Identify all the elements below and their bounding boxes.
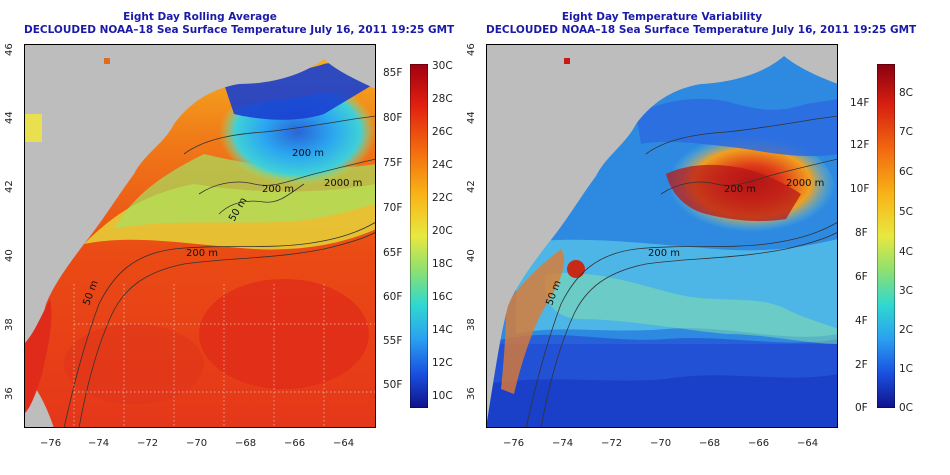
right-colorbar-c-label: 4C (899, 246, 914, 258)
right-y-tick: 44 (466, 111, 477, 124)
left-colorbar-f-label: 75F (383, 157, 403, 169)
right-colorbar-f-label: 10F (850, 183, 870, 195)
left-colorbar-c-label: 20C (432, 225, 453, 237)
left-x-tick: −72 (137, 438, 159, 449)
contour-label: 200 m (262, 184, 294, 195)
left-y-tick: 44 (4, 111, 15, 124)
right-colorbar-c-label: 2C (899, 324, 914, 336)
right-x-tick: −74 (552, 438, 574, 449)
right-colorbar-f-label: 0F (855, 402, 868, 414)
left-colorbar-f-label: 70F (383, 202, 403, 214)
left-colorbar-c-label: 22C (432, 192, 453, 204)
right-x-tick: −70 (650, 438, 672, 449)
left-colorbar-c-label: 24C (432, 159, 453, 171)
right-x-tick: −66 (748, 438, 770, 449)
right-colorbar-f-label: 12F (850, 139, 870, 151)
left-x-tick: −64 (333, 438, 355, 449)
right-y-tick: 38 (466, 318, 477, 331)
left-colorbar-c-label: 30C (432, 60, 453, 72)
left-colorbar-f-label: 85F (383, 67, 403, 79)
left-colorbar-c-label: 16C (432, 291, 453, 303)
left-colorbar-f-label: 80F (383, 112, 403, 124)
contour-label: 200 m (724, 184, 756, 195)
left-colorbar (410, 64, 428, 408)
right-colorbar-f-label: 2F (855, 359, 868, 371)
right-x-tick: −76 (503, 438, 525, 449)
right-colorbar-c-label: 5C (899, 206, 914, 218)
contour-label: 200 m (186, 248, 218, 259)
left-colorbar-f-label: 65F (383, 247, 403, 259)
right-colorbar (877, 64, 895, 408)
left-colorbar-c-label: 18C (432, 258, 453, 270)
right-y-tick: 42 (466, 180, 477, 193)
left-y-tick: 42 (4, 180, 15, 193)
left-x-tick: −70 (186, 438, 208, 449)
right-y-tick: 40 (466, 249, 477, 262)
left-colorbar-c-label: 28C (432, 93, 453, 105)
left-colorbar-f-label: 55F (383, 335, 403, 347)
left-map-title: Eight Day Rolling Average (123, 11, 277, 23)
right-colorbar-c-label: 7C (899, 126, 914, 138)
right-x-tick: −72 (601, 438, 623, 449)
right-y-tick: 36 (466, 387, 477, 400)
left-colorbar-c-label: 26C (432, 126, 453, 138)
contour-label: 200 m (292, 148, 324, 159)
right-variability-map: 50 m 200 m 2000 m 200 m (486, 44, 838, 428)
right-x-tick: −68 (699, 438, 721, 449)
left-colorbar-f-label: 50F (383, 379, 403, 391)
contour-label: 2000 m (786, 178, 824, 189)
right-colorbar-c-label: 3C (899, 285, 914, 297)
right-colorbar-c-label: 6C (899, 166, 914, 178)
left-colorbar-c-label: 10C (432, 390, 453, 402)
left-y-tick: 36 (4, 387, 15, 400)
right-colorbar-f-label: 4F (855, 315, 868, 327)
right-map-title: Eight Day Temperature Variability (561, 11, 763, 23)
right-colorbar-c-label: 8C (899, 87, 914, 99)
left-y-tick: 40 (4, 249, 15, 262)
left-map-subtitle: DECLOUDED NOAA–18 Sea Surface Temperatur… (24, 24, 455, 36)
left-x-tick: −74 (88, 438, 110, 449)
contour-label: 200 m (648, 248, 680, 259)
left-sst-map: 50 m 200 m 200 m 2000 m 200 m 50 m (24, 44, 376, 428)
right-colorbar-c-label: 1C (899, 363, 914, 375)
left-colorbar-f-label: 60F (383, 291, 403, 303)
right-colorbar-f-label: 14F (850, 97, 870, 109)
right-colorbar-c-label: 0C (899, 402, 914, 414)
right-colorbar-f-label: 6F (855, 271, 868, 283)
right-y-tick: 46 (466, 43, 477, 56)
left-x-tick: −68 (235, 438, 257, 449)
left-y-tick: 38 (4, 318, 15, 331)
left-colorbar-c-label: 14C (432, 324, 453, 336)
left-colorbar-c-label: 12C (432, 357, 453, 369)
left-x-tick: −76 (40, 438, 62, 449)
right-colorbar-f-label: 8F (855, 227, 868, 239)
contour-label: 2000 m (324, 178, 362, 189)
left-x-tick: −66 (284, 438, 306, 449)
left-y-tick: 46 (4, 43, 15, 56)
right-map-subtitle: DECLOUDED NOAA–18 Sea Surface Temperatur… (486, 24, 917, 36)
right-x-tick: −64 (797, 438, 819, 449)
